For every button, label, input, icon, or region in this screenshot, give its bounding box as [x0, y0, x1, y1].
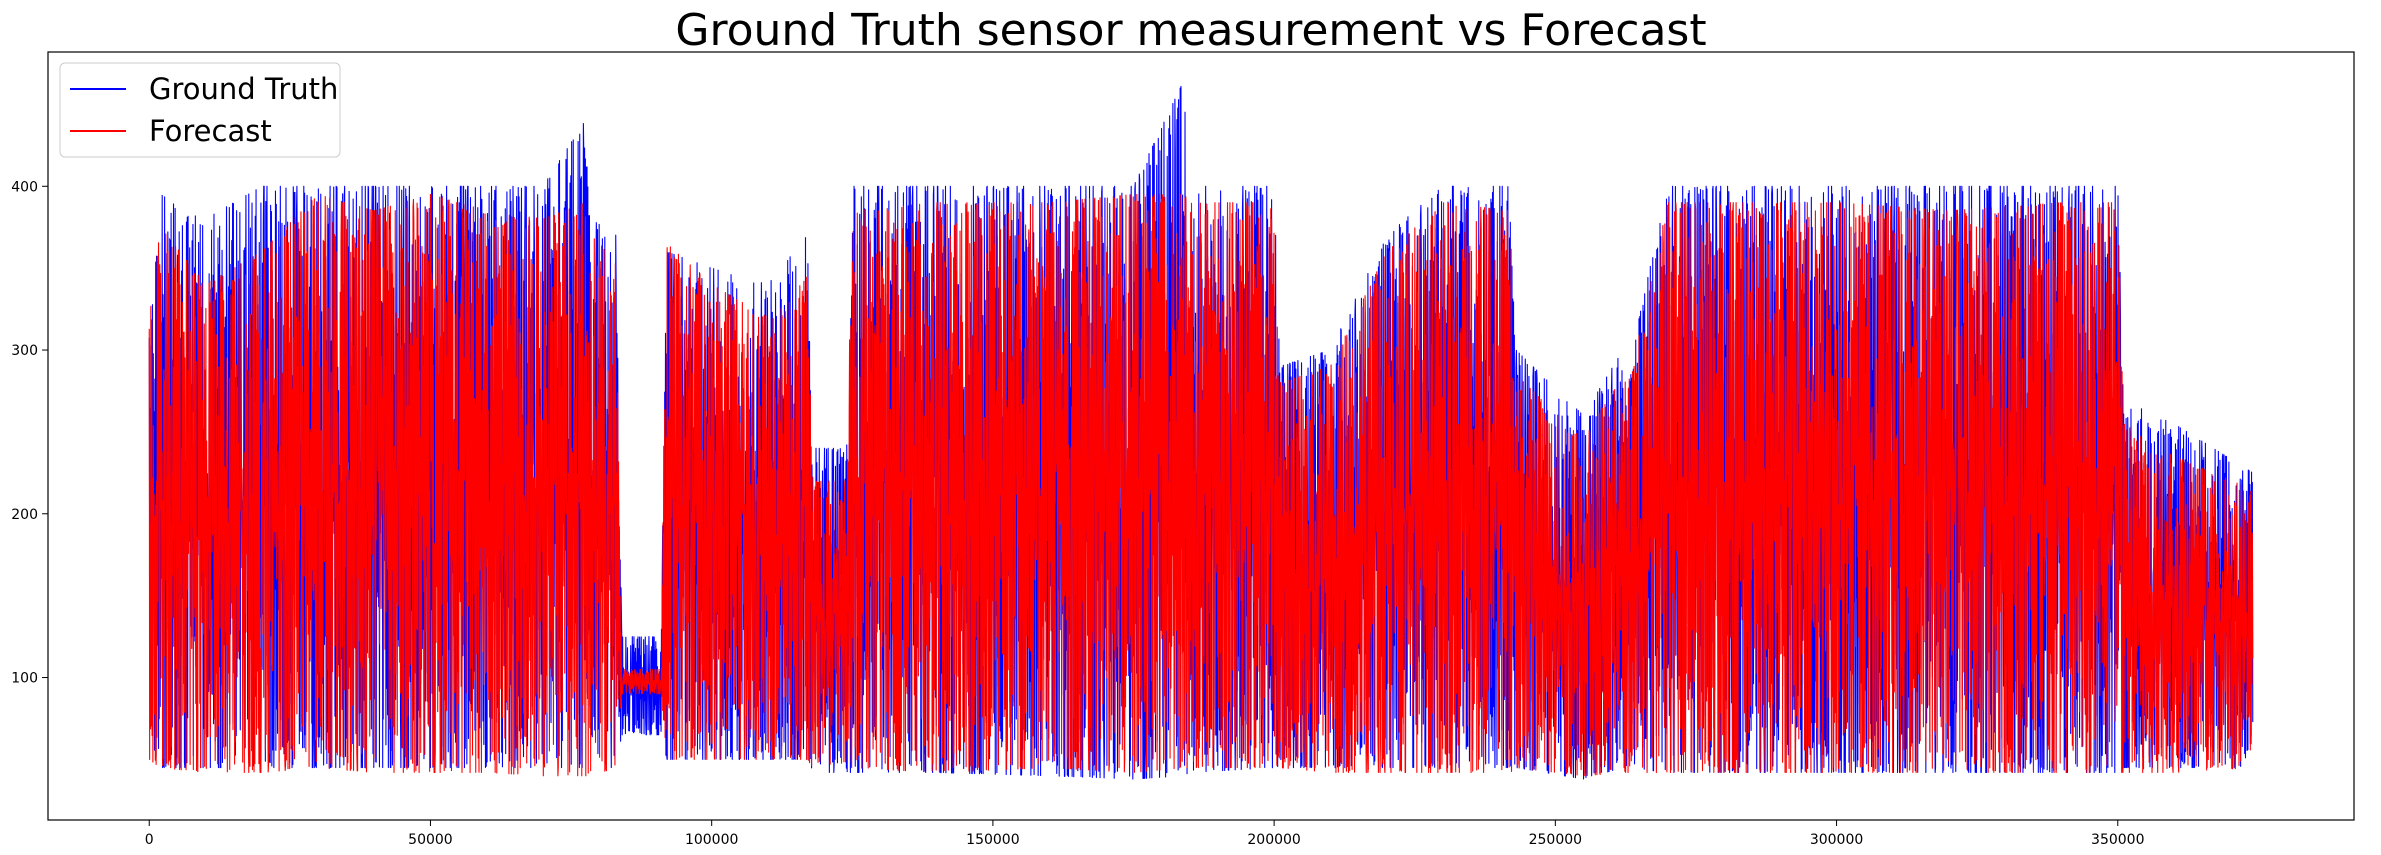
x-tick-label: 150000: [966, 832, 1019, 848]
y-tick-label: 100: [11, 671, 38, 687]
x-axis: 0 50000 100000 150000 200000 250000 300000 3500…: [145, 820, 2145, 848]
x-tick-label: 100000: [685, 832, 738, 848]
x-tick-label: 300000: [1810, 832, 1863, 848]
x-tick-label: 50000: [408, 832, 453, 848]
y-axis: 100 200 300 400: [11, 179, 48, 687]
series-layer: [148, 85, 2254, 780]
y-tick-label: 300: [11, 343, 38, 359]
legend-box: [59, 62, 341, 158]
x-tick-label: 350000: [2091, 832, 2144, 848]
plot-frame: [47, 51, 2355, 821]
legend: Ground Truth Forecast: [59, 62, 341, 158]
x-tick-label: 250000: [1529, 832, 1582, 848]
y-tick-label: 200: [11, 507, 38, 523]
x-tick-label: 0: [145, 832, 154, 848]
chart-title: Ground Truth sensor measurement vs Forec…: [675, 5, 1706, 56]
x-tick-label: 200000: [1247, 832, 1300, 848]
legend-label-forecast: Forecast: [149, 114, 272, 148]
series-line-forecast: [148, 193, 2254, 777]
legend-label-ground-truth: Ground Truth: [149, 72, 338, 106]
y-tick-label: 400: [11, 179, 38, 195]
